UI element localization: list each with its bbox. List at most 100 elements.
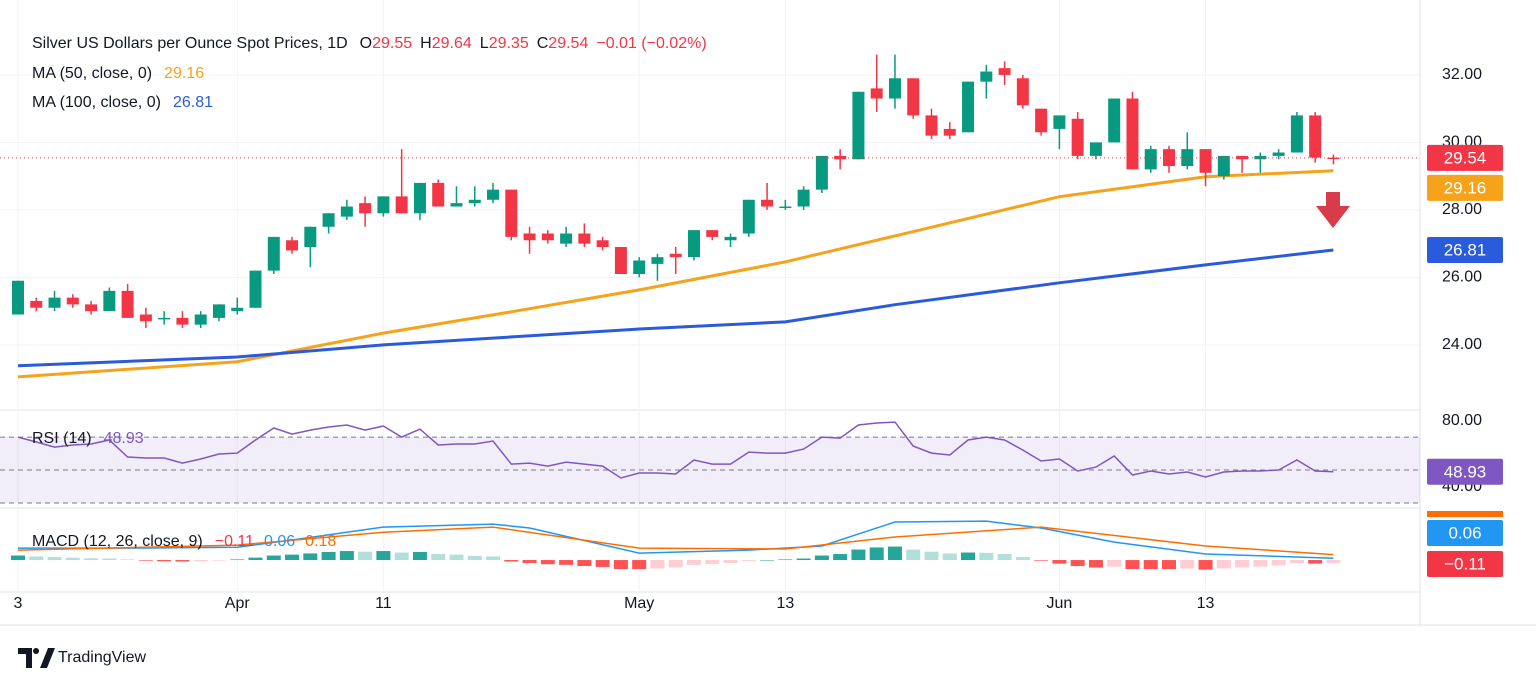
ohlc-value: 29.54 [548,35,588,52]
candle-body [560,233,573,244]
candle-body [158,317,171,320]
macd-histogram-bar [869,547,884,561]
brand: TradingView [58,649,146,666]
candle-body [943,128,956,136]
ma-name: MA (100, close, 0) [32,94,161,111]
candle-body [1327,157,1340,160]
ma-legend: MA (100, close, 0) 26.81 [32,94,213,111]
ohlc-value: 29.35 [489,35,529,52]
legend-line: Silver US Dollars per Ounce Spot Prices,… [32,35,707,52]
logo-mark [18,648,55,668]
candle-body [1144,149,1157,170]
change: −0.01 (−0.02%) [596,35,706,52]
candle-body [1199,149,1212,173]
macd-histogram-bar [394,552,409,561]
candle-body [12,280,24,315]
candle-body [779,206,792,209]
candle-body [30,301,43,308]
macd-histogram-bar [961,552,976,561]
rsi-line [17,421,1334,479]
macd-label-box [1427,520,1503,546]
rsi-value-label: 48.93 [1444,462,1487,481]
ma-line [17,248,1334,368]
macd-histogram-bar [1198,560,1213,570]
macd-histogram-bar [741,560,756,561]
macd-histogram-bar [778,559,793,561]
candle-body [1071,118,1084,156]
ohlc-value: 29.55 [372,35,412,52]
candle-body [925,115,938,136]
x-tick-label: Apr [225,595,251,612]
candle-body [1089,142,1102,156]
candle-body [66,297,79,305]
candle-body [432,182,445,207]
macd-histogram-bar [851,549,866,561]
candle-body [1181,149,1194,167]
macd-histogram-bar [796,558,811,561]
candle-body [359,203,372,214]
macd-histogram-bar [906,549,921,561]
candle-body [888,78,901,99]
candle-body [962,81,975,133]
macd-histogram-bar [577,560,592,567]
macd-histogram-bar [1289,560,1304,564]
ma-name: MA (50, close, 0) [32,65,152,82]
candle-body [1217,155,1230,177]
rsi-name: RSI (14) [32,430,92,447]
macd-histogram-bar [193,560,208,562]
candle-body [687,230,700,258]
x-tick-label: May [624,595,654,612]
candle-body [1053,115,1066,129]
candle-body [48,297,61,308]
candle-body [980,71,993,82]
macd-histogram-bar [760,560,775,561]
last-price-label-box [1427,144,1503,171]
macd-histogram-bar [467,555,482,561]
macd-histogram-bar [1253,560,1268,567]
macd-histogram-bar [266,555,281,561]
macd-histogram-bar [230,559,245,561]
macd-histogram-bar [686,560,701,565]
macd-histogram-bar [11,555,25,561]
candle-body [231,307,244,312]
candle-body [852,91,865,160]
candle-body [870,88,883,99]
macd-histogram-bar [303,553,318,561]
footer-logo: TradingView [18,648,146,668]
title: Silver US Dollars per Ounce Spot Prices,… [32,35,348,52]
x-tick-label: 13 [776,595,794,612]
candle-body [413,182,426,214]
macd-histogram-bar [979,552,994,561]
macd-histogram-bar [723,560,738,564]
rsi-tick-label: 80.00 [1442,412,1482,429]
rsi-pane [0,421,1420,504]
macd-histogram-bar [1052,560,1067,564]
down-arrow [1316,192,1350,228]
macd-line [18,520,1334,559]
candle-body [1163,149,1176,167]
macd-histogram-bar [449,554,464,561]
macd-histogram-bar [1015,557,1030,561]
candle-body [1290,115,1303,153]
macd-histogram-bar [358,551,373,561]
hist-value-label: −0.11 [1444,554,1486,573]
hist-label-box [1427,551,1503,577]
macd-histogram-bar [1180,560,1195,569]
ma-legend: MA (50, close, 0) 29.16 [32,65,204,82]
candle-body [614,247,627,275]
candle-body [450,203,463,207]
macd-histogram-bar [102,558,117,561]
macd-histogram-bar [211,560,226,561]
candle-body [322,213,335,227]
candle-body [139,314,152,322]
candle-body [815,155,828,190]
macd-histogram-bar [1034,560,1049,561]
macd-histogram-bar [1326,560,1341,564]
macd-histogram-bar [650,560,665,569]
macd-histogram-bar [1088,560,1103,568]
ma-price-label: 29.16 [1444,178,1487,197]
candle-body [669,253,682,258]
y-tick-label: 28.00 [1442,201,1482,218]
candle-body [267,236,280,271]
